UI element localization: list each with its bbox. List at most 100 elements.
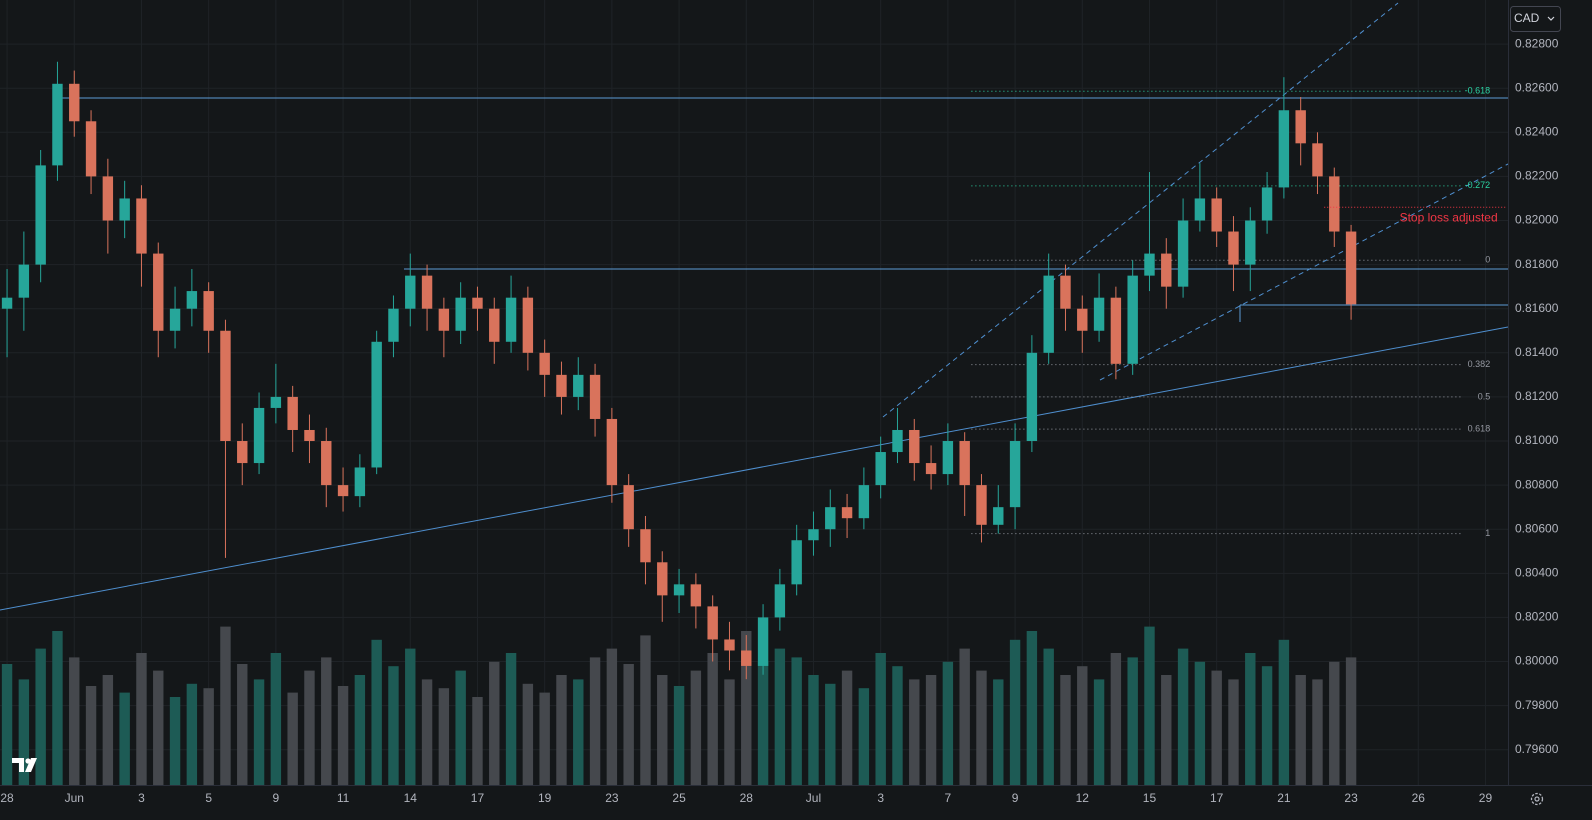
volume-bar (1110, 653, 1122, 785)
currency-label: CAD (1514, 11, 1540, 25)
volume-bar (892, 666, 903, 785)
y-tick-label: 0.80800 (1515, 477, 1559, 491)
volume-bar (1043, 648, 1054, 785)
gear-icon[interactable] (1530, 792, 1544, 806)
currency-button[interactable] (1510, 6, 1561, 32)
candle-body (455, 297, 466, 331)
volume-bar (1161, 675, 1172, 785)
x-tick-label: Jul (806, 791, 821, 805)
volume-bar (640, 635, 651, 785)
settings-button[interactable] (1530, 792, 1544, 806)
volume-bar (489, 661, 500, 785)
y-tick-label: 0.79600 (1515, 742, 1559, 756)
x-tick-label: 23 (605, 791, 619, 805)
candle-body (1077, 308, 1088, 331)
volume-bar (421, 679, 433, 785)
volume-bar (1312, 679, 1323, 785)
y-tick-label: 0.81800 (1515, 257, 1559, 271)
candle-body (371, 341, 382, 468)
volume-bar (1345, 657, 1357, 785)
x-tick-label: 25 (672, 791, 686, 805)
x-tick-label: 23 (1344, 791, 1358, 805)
x-tick-label: 9 (1012, 791, 1019, 805)
volume-bar (1329, 661, 1340, 785)
volume-bar (942, 661, 954, 785)
candle-body (841, 507, 853, 519)
candle-body (1329, 176, 1340, 232)
volume-bar (270, 653, 282, 785)
x-tick-label: 5 (205, 791, 212, 805)
candle-body (673, 584, 685, 596)
candle-body (421, 275, 433, 309)
candle-body (186, 291, 198, 309)
volume-bar (1009, 639, 1021, 785)
candle-body (1, 297, 13, 309)
candle-body (35, 165, 46, 265)
x-tick-label: 9 (273, 791, 280, 805)
x-tick-label: 15 (1143, 791, 1157, 805)
candle-body (270, 396, 282, 408)
y-tick-label: 0.81600 (1515, 301, 1559, 315)
stop-loss-label: Stop loss adjusted (1400, 210, 1498, 224)
volume-bar (1060, 675, 1071, 785)
volume-bar (1127, 657, 1138, 785)
gear-center[interactable] (1534, 796, 1540, 802)
volume-bar (808, 675, 819, 785)
candle-body (825, 507, 836, 530)
candle-body (203, 291, 214, 331)
candle-body (1345, 231, 1357, 305)
candle-body (85, 121, 97, 177)
drawings (0, 2, 1509, 611)
candle-body (1043, 275, 1054, 353)
x-tick-label: 3 (138, 791, 145, 805)
x-tick-label: 28 (740, 791, 754, 805)
volume-bar (858, 688, 870, 785)
y-tick-label: 0.80600 (1515, 521, 1559, 535)
y-tick-label: 0.81000 (1515, 433, 1559, 447)
dropdown-chevron (1547, 16, 1555, 21)
candle-body (942, 441, 954, 475)
candle-body (573, 374, 584, 397)
candle-body (640, 529, 651, 563)
candle-body (707, 606, 718, 640)
channel-lower (1099, 163, 1509, 381)
volume-bar (371, 639, 382, 785)
candle-body (1060, 275, 1071, 309)
volume-bar (825, 683, 836, 785)
time-axis-panel (0, 785, 1592, 820)
volume-bar (85, 686, 97, 785)
volume-bar (1228, 679, 1239, 785)
volume-bar (438, 688, 450, 785)
volume-bar (472, 697, 483, 785)
y-tick-label: 0.79800 (1515, 698, 1559, 712)
fib-level-label: 0.382 (1468, 359, 1491, 369)
volume-bar (791, 657, 802, 785)
channel-upper (882, 2, 1399, 418)
volume-bar (774, 648, 786, 785)
volume-bar (186, 683, 198, 785)
candle-body (102, 176, 114, 221)
volume-bar (589, 657, 601, 785)
candle-body (69, 83, 80, 122)
volume-bar (1245, 653, 1256, 785)
volume-bar (337, 686, 349, 785)
candle-body (757, 617, 769, 666)
volume-bar (925, 675, 937, 785)
candle-body (1312, 143, 1323, 177)
candle-body (472, 297, 483, 309)
candle-body (438, 308, 450, 331)
volume-bar (993, 679, 1004, 785)
y-tick-label: 0.80400 (1515, 565, 1559, 579)
volume-bar (673, 686, 685, 785)
x-tick-label: 28 (0, 791, 14, 805)
volume-bar (35, 648, 46, 785)
annotation: Stop loss adjusted (1324, 206, 1506, 224)
candle-body (724, 639, 735, 651)
y-tick-label: 0.82400 (1515, 124, 1559, 138)
volume-bar (875, 653, 886, 785)
candle-body (1161, 253, 1172, 287)
volume-bar (237, 664, 248, 785)
y-tick-label: 0.82600 (1515, 80, 1559, 94)
x-tick-label: 12 (1076, 791, 1090, 805)
